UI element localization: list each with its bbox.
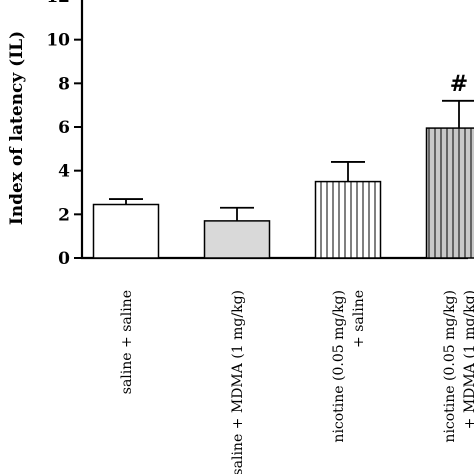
y-tick-label: 6 [58, 118, 70, 138]
category-label: + MDMA (1 mg/kg) [462, 290, 474, 429]
bar [92, 203, 160, 259]
significance-markers: # [450, 71, 468, 97]
y-tick-label: 4 [58, 162, 70, 182]
error-bars [109, 99, 474, 221]
bars [92, 127, 474, 259]
y-tick-label: 8 [58, 74, 70, 94]
category-label: nicotine (0.05 mg/kg) [442, 290, 458, 443]
category-label: saline + saline [119, 290, 135, 394]
bar [203, 220, 271, 259]
y-tick-label: 12 [46, 0, 70, 7]
category-label: saline + MDMA (1 mg/kg) [230, 290, 246, 474]
bar [425, 127, 474, 259]
significance-marker: # [450, 71, 468, 97]
category-labels: saline + saline saline + MDMA (1 mg/kg) ni… [119, 290, 474, 474]
y-axis-ticks: 0 2 4 6 8 10 12 [46, 0, 82, 269]
category-label: nicotine (0.05 mg/kg) [331, 290, 347, 443]
y-tick-label: 2 [58, 205, 70, 225]
category-label: + saline [351, 290, 367, 348]
y-tick-label: 0 [58, 249, 70, 269]
y-tick-label: 10 [46, 31, 70, 51]
y-axis-title: Index of latency (IL) [7, 31, 27, 225]
y-axis-title-group: Index of latency (IL) [7, 31, 27, 225]
bar [314, 180, 382, 259]
